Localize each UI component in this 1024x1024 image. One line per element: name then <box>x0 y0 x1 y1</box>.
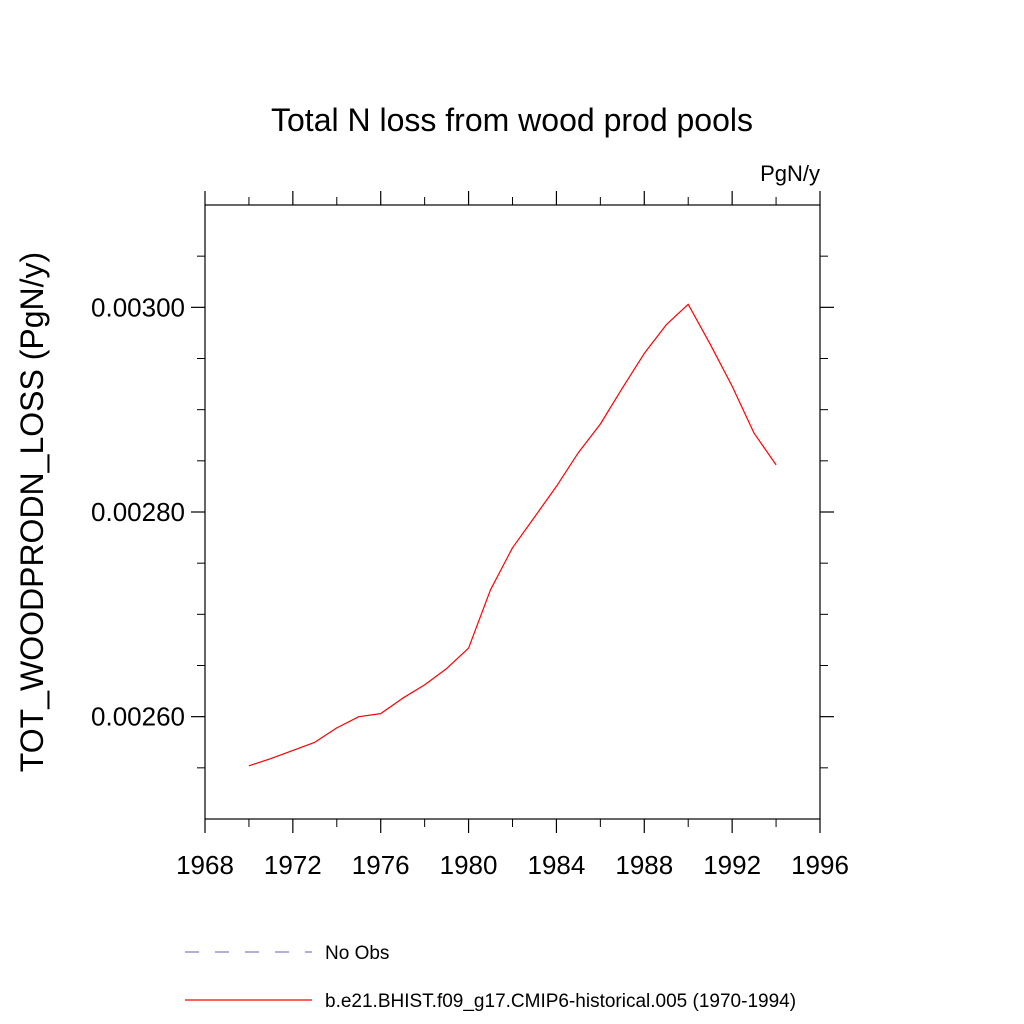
x-tick-label: 1968 <box>176 850 234 880</box>
series-line <box>248 303 777 767</box>
plot-area: 1968 1972 1976 1980 1984 1988 1992 1996 0.00260 0… <box>91 191 849 880</box>
y-tick-label: 0.00300 <box>91 292 185 322</box>
legend: No Obs b.e21.BHIST.f09_g17.CMIP6-historic… <box>185 943 796 1012</box>
y-tick-label: 0.00280 <box>91 497 185 527</box>
units-label: PgN/y <box>760 161 820 186</box>
plot-frame <box>204 204 821 820</box>
legend-label: b.e21.BHIST.f09_g17.CMIP6-historical.005… <box>325 991 796 1012</box>
y-axis-label: TOT_WOODPRODN_LOSS (PgN/y) <box>14 252 50 772</box>
x-tick-label: 1984 <box>528 850 586 880</box>
x-tick-label: 1976 <box>352 850 410 880</box>
x-tick-label: 1980 <box>440 850 498 880</box>
x-tick-label: 1996 <box>791 850 849 880</box>
legend-label: No Obs <box>325 943 389 964</box>
y-tick-label: 0.00260 <box>91 702 185 732</box>
x-tick-label: 1988 <box>615 850 673 880</box>
x-tick-label: 1972 <box>264 850 322 880</box>
x-tick-label: 1992 <box>703 850 761 880</box>
chart-title: Total N loss from wood prod pools <box>271 102 753 138</box>
